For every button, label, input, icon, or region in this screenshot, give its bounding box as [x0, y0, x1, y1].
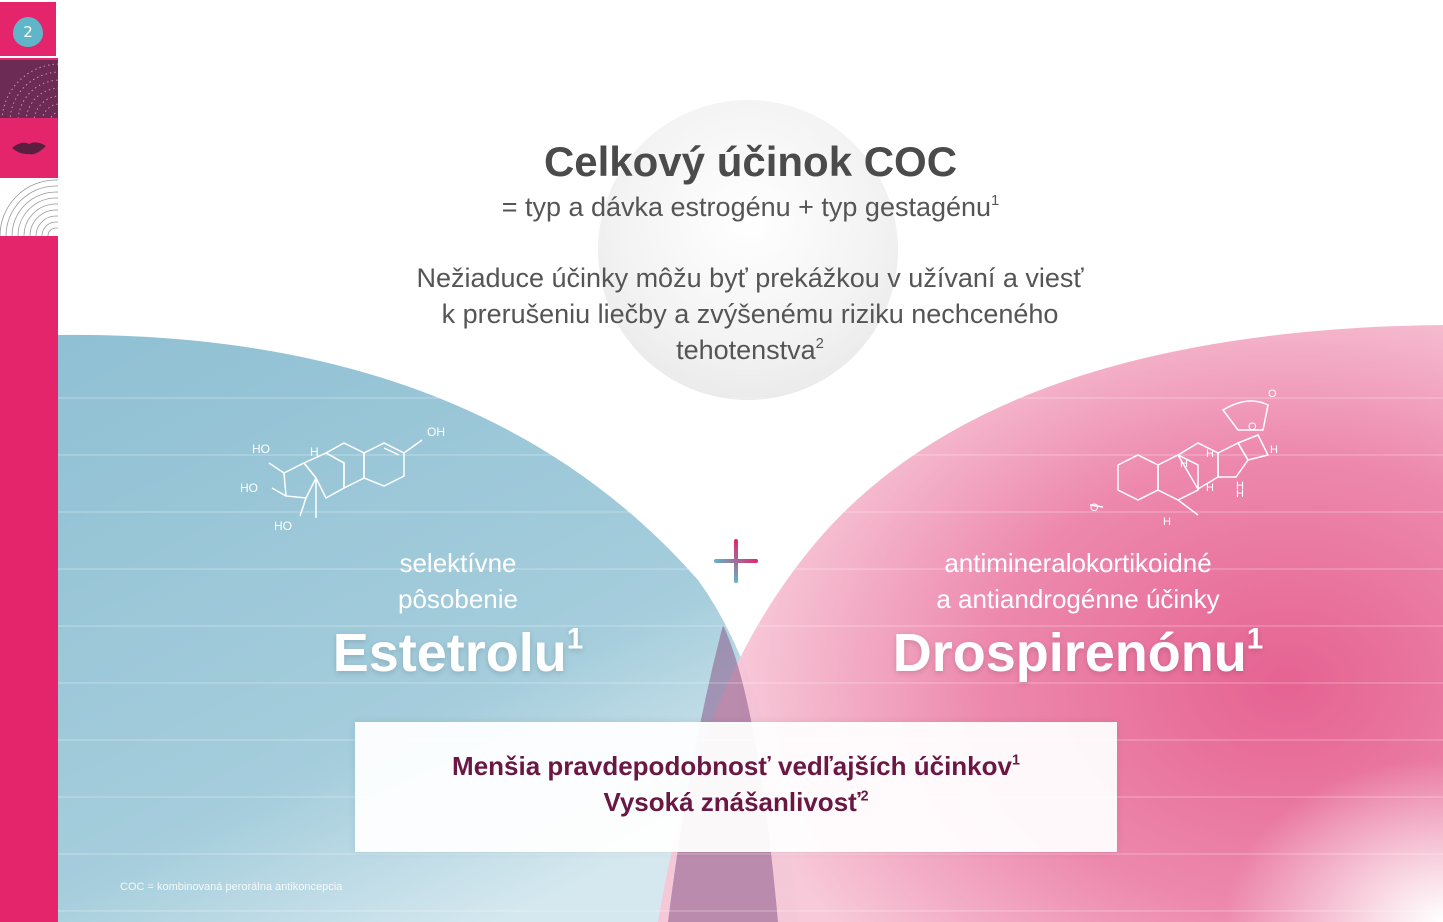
drosp-label-h-2: H	[1180, 458, 1188, 470]
drosp-label-h-1: H	[1206, 448, 1214, 460]
sidebar: 2	[0, 0, 58, 922]
result-line-2-text: Vysoká znášanlivosť	[603, 787, 861, 817]
estetrol-name: Estetrolu1	[258, 622, 658, 684]
subtitle: = typ a dávka estrogénu + typ gestagénu1	[58, 192, 1443, 223]
nav-page-2[interactable]: 2	[0, 0, 58, 58]
estetrol-label-oh: OH	[427, 425, 445, 439]
drosp-label-h-5: H	[1270, 444, 1278, 456]
subtitle-text: = typ a dávka estrogénu + typ gestagénu	[501, 192, 992, 222]
drospirenone-description: antimineralokortikoidné a antiandrogénne…	[858, 545, 1298, 617]
result-line-1-sup: 1	[1012, 752, 1020, 769]
page-title: Celkový účinok COC	[543, 138, 958, 185]
drosp-label-h-6: H	[1236, 488, 1244, 500]
subtitle-sup: 1	[991, 192, 1000, 209]
estetrol-label-h: H	[310, 445, 319, 459]
main-slide: Celkový účinok COC = typ a dávka estrogé…	[58, 0, 1443, 922]
result-line-2: Vysoká znášanlivosť2	[355, 784, 1117, 820]
intro-line-3-text: tehotenstva	[676, 335, 816, 365]
dots-pattern-icon	[1, 63, 58, 118]
drosp-label-o-3: O	[1090, 502, 1099, 514]
drosp-label-h-4: H	[1236, 480, 1244, 492]
intro-line-3: tehotenstva2	[340, 332, 1160, 368]
nav-section-pattern[interactable]	[0, 60, 58, 118]
estetrol-description: selektívne pôsobenie	[298, 545, 618, 617]
estetrol-desc-line-1: selektívne	[399, 548, 517, 578]
page-number-badge: 2	[13, 17, 43, 47]
footnote: COC = kombinovaná perorálna antikoncepci…	[120, 881, 343, 893]
estetrol-label-ho-2: HO	[240, 481, 258, 495]
intro-line-1: Nežiaduce účinky môžu byť prekážkou v už…	[416, 263, 1084, 293]
result-line-1: Menšia pravdepodobnosť vedľajších účinko…	[355, 748, 1117, 784]
estetrol-label-ho-3: HO	[274, 519, 292, 533]
drosp-label-h-3: H	[1206, 482, 1214, 494]
estetrol-molecule-icon: HO HO HO OH H	[240, 425, 445, 533]
drospirenone-molecule-icon: O O O H H H H H H H	[1089, 388, 1278, 528]
nav-section-arcs[interactable]	[0, 178, 58, 236]
estetrol-sup: 1	[566, 622, 584, 656]
drosp-label-o-2: O	[1248, 421, 1257, 433]
estetrol-desc-line-2: pôsobenie	[398, 584, 518, 614]
drosp-sup: 1	[1246, 622, 1264, 656]
result-box: Menšia pravdepodobnosť vedľajších účinko…	[355, 722, 1117, 852]
drosp-label-o-1: O	[1268, 388, 1277, 400]
result-line-2-sup: 2	[860, 788, 869, 805]
drosp-desc-line-1: antimineralokortikoidné	[944, 548, 1212, 578]
arcs-pattern-icon	[0, 179, 58, 236]
lips-icon	[12, 142, 46, 155]
intro-sup: 2	[815, 335, 824, 352]
drospirenone-name: Drospirenónu1	[838, 622, 1318, 684]
result-line-1-text: Menšia pravdepodobnosť vedľajších účinko…	[452, 751, 1012, 781]
estetrol-label-ho-1: HO	[252, 442, 270, 456]
drosp-desc-line-2: a antiandrogénne účinky	[936, 584, 1220, 614]
intro-text: Nežiaduce účinky môžu byť prekážkou v už…	[340, 260, 1160, 368]
plus-icon	[714, 539, 758, 583]
intro-line-2: k prerušeniu liečby a zvýšenému riziku n…	[441, 299, 1059, 329]
drosp-label-h-7: H	[1163, 516, 1171, 528]
nav-section-lips[interactable]	[0, 118, 58, 176]
estetrol-name-text: Estetrolu	[332, 623, 567, 683]
drosp-name-text: Drospirenónu	[892, 623, 1247, 683]
